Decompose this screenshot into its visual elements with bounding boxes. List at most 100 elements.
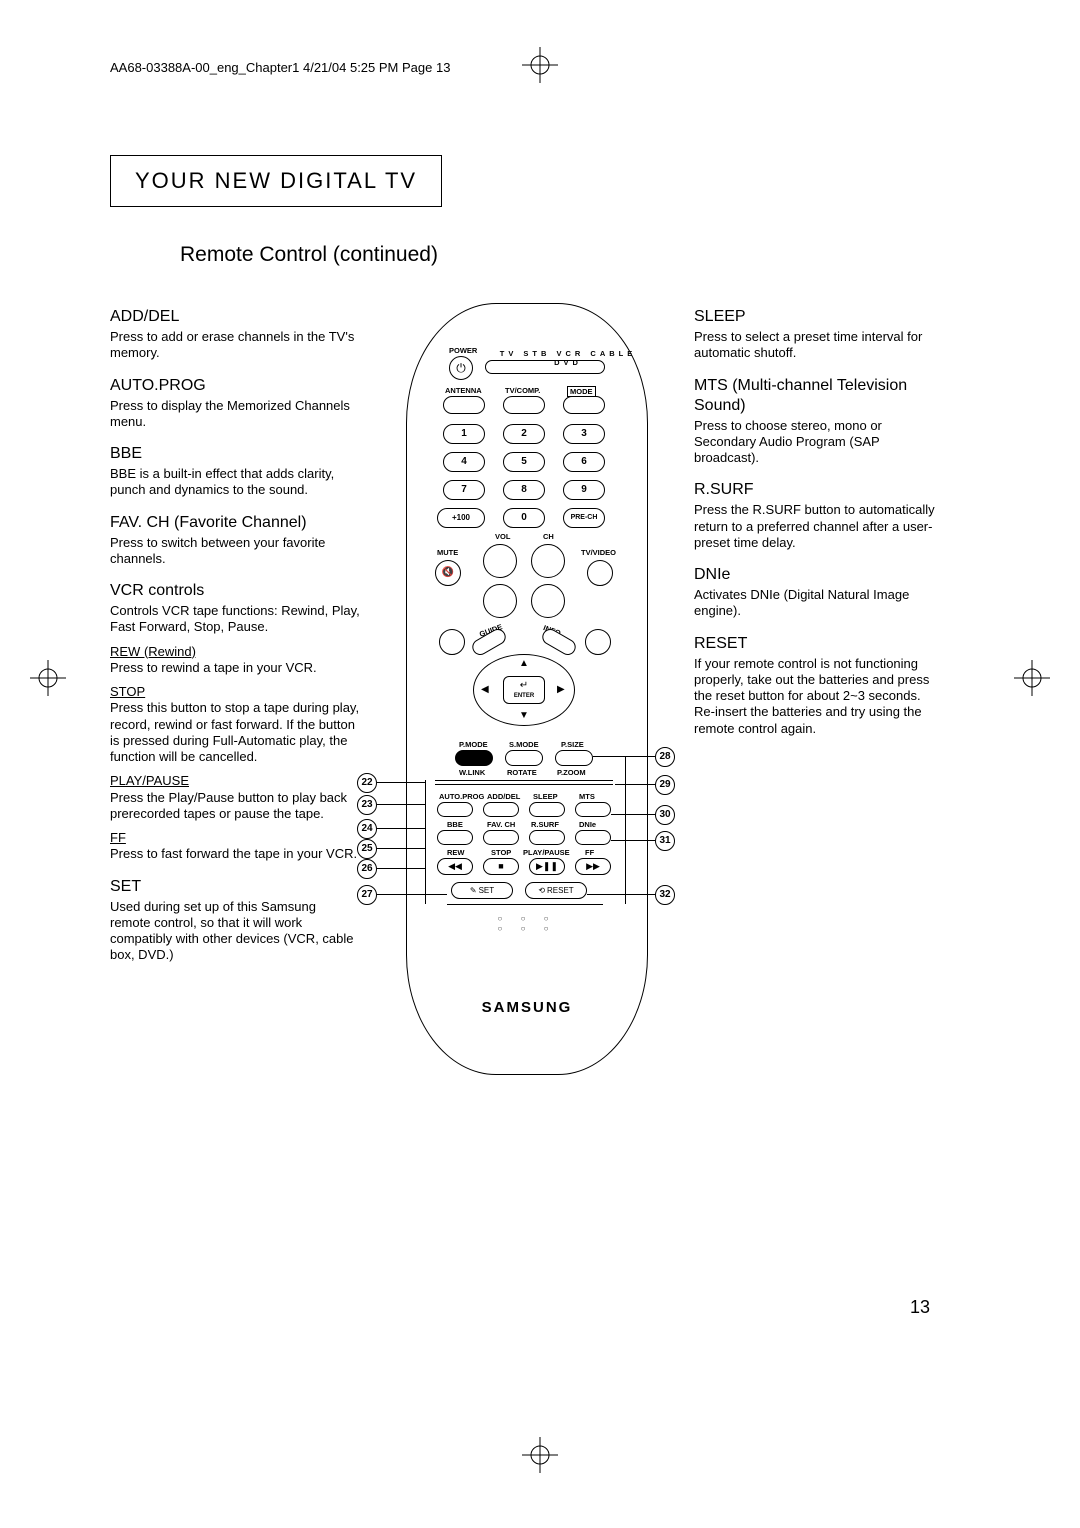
callout-27: 27 bbox=[357, 885, 377, 905]
heading: SLEEP bbox=[694, 307, 944, 327]
item-fav-ch: FAV. CH (Favorite Channel) Press to swit… bbox=[110, 513, 360, 568]
item-mts: MTS (Multi-channel Television Sound) Pre… bbox=[694, 376, 944, 467]
smode-button bbox=[505, 750, 543, 766]
body: Press to choose stereo, mono or Secondar… bbox=[694, 418, 944, 467]
rew-icon: ◀◀ bbox=[437, 858, 473, 875]
body: Press the Play/Pause button to play back… bbox=[110, 790, 360, 823]
sub-stop: STOP bbox=[110, 684, 360, 700]
callout-line bbox=[425, 780, 426, 904]
psize-label: P.SIZE bbox=[561, 740, 584, 749]
autoprog-label: AUTO.PROG bbox=[439, 792, 484, 801]
mts-button bbox=[575, 802, 611, 817]
divider bbox=[435, 780, 613, 781]
item-reset: RESET If your remote control is not func… bbox=[694, 634, 944, 737]
callout-line bbox=[377, 848, 425, 849]
dnie-label: DNIe bbox=[579, 820, 596, 829]
heading: SET bbox=[110, 877, 360, 897]
crop-mark-icon bbox=[522, 1437, 558, 1478]
callout-32: 32 bbox=[655, 885, 675, 905]
heading: AUTO.PROG bbox=[110, 376, 360, 396]
divider bbox=[435, 784, 613, 785]
power-icon: ⏻ bbox=[449, 356, 473, 380]
body: Activates DNIe (Digital Natural Image en… bbox=[694, 587, 944, 620]
sleep-label: SLEEP bbox=[533, 792, 558, 801]
dots-icon: ○ ○ ○○ ○ ○ bbox=[407, 914, 647, 934]
remote-diagram: POWER ⏻ TV STB VCR CABLE DVD ANTENNA TV/… bbox=[406, 303, 648, 1075]
callout-29: 29 bbox=[655, 775, 675, 795]
tvvideo-label: TV/VIDEO bbox=[581, 548, 616, 557]
heading: ADD/DEL bbox=[110, 307, 360, 327]
wlink-label: W.LINK bbox=[459, 768, 485, 777]
stop-label: STOP bbox=[491, 848, 511, 857]
bbe-label: BBE bbox=[447, 820, 463, 829]
right-arrow-icon: ▶ bbox=[557, 684, 565, 697]
tvcomp-label: TV/COMP. bbox=[505, 386, 540, 395]
body: If your remote control is not functionin… bbox=[694, 656, 944, 737]
antenna-label: ANTENNA bbox=[445, 386, 482, 395]
mode-button bbox=[563, 396, 605, 414]
autoprog-button bbox=[437, 802, 473, 817]
ff-label: FF bbox=[585, 848, 594, 857]
item-sleep: SLEEP Press to select a preset time inte… bbox=[694, 307, 944, 362]
menu-button bbox=[439, 629, 465, 655]
heading: DNIe bbox=[694, 565, 944, 585]
callout-line bbox=[611, 840, 655, 841]
callout-line bbox=[587, 894, 655, 895]
sub-rew: REW (Rewind) bbox=[110, 644, 360, 660]
num-4: 4 bbox=[443, 452, 485, 472]
left-arrow-icon: ◀ bbox=[481, 684, 489, 697]
rsurf-label: R.SURF bbox=[531, 820, 559, 829]
stop-icon: ■ bbox=[483, 858, 519, 875]
antenna-button bbox=[443, 396, 485, 414]
vol-label: VOL bbox=[495, 532, 510, 541]
set-label: SET bbox=[479, 886, 495, 896]
callout-line bbox=[377, 804, 425, 805]
plus100-button: +100 bbox=[437, 508, 485, 528]
psize-button bbox=[555, 750, 593, 766]
adddel-button bbox=[483, 802, 519, 817]
body: Controls VCR tape functions: Rewind, Pla… bbox=[110, 603, 360, 636]
pmode-label: P.MODE bbox=[459, 740, 488, 749]
num-7: 7 bbox=[443, 480, 485, 500]
mode-row-label: TV STB VCR CABLE DVD bbox=[489, 349, 647, 368]
favch-button bbox=[483, 830, 519, 845]
num-9: 9 bbox=[563, 480, 605, 500]
playpause-icon: ▶❚❚ bbox=[529, 858, 565, 875]
mute-label: MUTE bbox=[437, 548, 458, 557]
item-dnie: DNIe Activates DNIe (Digital Natural Ima… bbox=[694, 565, 944, 620]
body: Press to rewind a tape in your VCR. bbox=[110, 660, 360, 676]
page: AA68-03388A-00_eng_Chapter1 4/21/04 5:25… bbox=[0, 0, 1080, 1528]
heading: MTS (Multi-channel Television Sound) bbox=[694, 376, 944, 416]
reset-label: RESET bbox=[547, 886, 574, 896]
ch-label: CH bbox=[543, 532, 554, 541]
content-columns: ADD/DEL Press to add or erase channels i… bbox=[110, 307, 970, 1075]
rotate-label: ROTATE bbox=[507, 768, 537, 777]
body: Press to switch between your favorite ch… bbox=[110, 535, 360, 568]
num-5: 5 bbox=[503, 452, 545, 472]
heading: BBE bbox=[110, 444, 360, 464]
reset-button: ⟲ RESET bbox=[525, 882, 587, 899]
crop-mark-icon bbox=[522, 47, 558, 88]
mute-icon: 🔇 bbox=[435, 560, 461, 586]
callout-line bbox=[377, 868, 425, 869]
crop-mark-icon bbox=[30, 660, 66, 701]
left-column: ADD/DEL Press to add or erase channels i… bbox=[110, 307, 360, 978]
num-2: 2 bbox=[503, 424, 545, 444]
callout-line bbox=[377, 782, 425, 783]
item-add-del: ADD/DEL Press to add or erase channels i… bbox=[110, 307, 360, 362]
callout-24: 24 bbox=[357, 819, 377, 839]
brand-label: SAMSUNG bbox=[407, 999, 647, 1018]
body: Press this button to stop a tape during … bbox=[110, 700, 360, 765]
tvvideo-button bbox=[587, 560, 613, 586]
exit-button bbox=[585, 629, 611, 655]
page-subtitle: Remote Control (continued) bbox=[180, 243, 970, 267]
callout-line bbox=[377, 828, 425, 829]
enter-button: ↵ ENTER bbox=[503, 676, 545, 704]
callout-28: 28 bbox=[655, 747, 675, 767]
ch-up-icon bbox=[531, 544, 565, 578]
rew-label: REW bbox=[447, 848, 465, 857]
rsurf-button bbox=[529, 830, 565, 845]
body: Press to add or erase channels in the TV… bbox=[110, 329, 360, 362]
item-set: SET Used during set up of this Samsung r… bbox=[110, 877, 360, 964]
mts-label: MTS bbox=[579, 792, 595, 801]
